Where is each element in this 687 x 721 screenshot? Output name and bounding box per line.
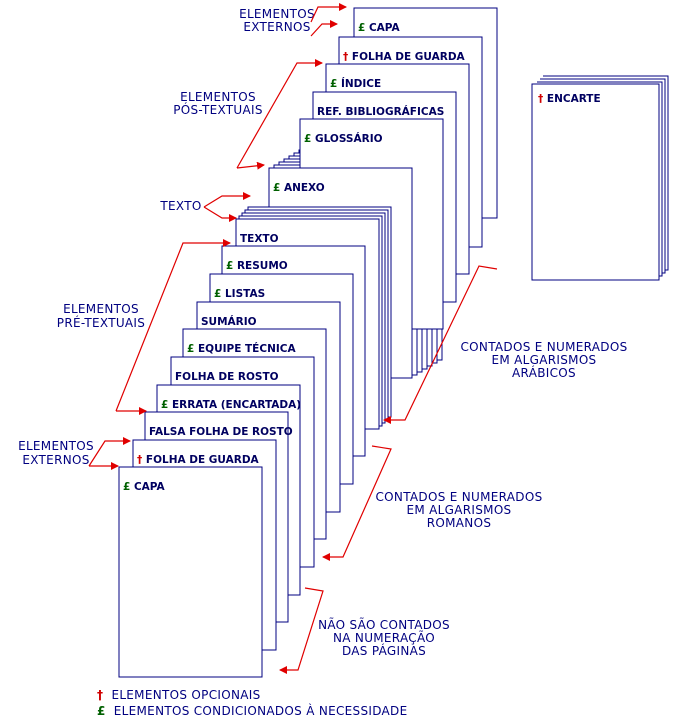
conditional-symbol-icon: £ bbox=[97, 704, 106, 718]
page-label: £ RESUMO bbox=[226, 260, 288, 272]
page-label: £ GLOSSÁRIO bbox=[304, 132, 383, 145]
legend-optional: † ELEMENTOS OPCIONAIS bbox=[97, 688, 261, 702]
svg-text:NÃO SÃO CONTADOS: NÃO SÃO CONTADOS bbox=[318, 617, 450, 632]
counting-label-roman: CONTADOS E NUMERADOS EM ALGARISMOS ROMAN… bbox=[376, 490, 543, 530]
page-capa-externa: £ CAPA bbox=[119, 467, 262, 677]
svg-text:DAS PÁGINAS: DAS PÁGINAS bbox=[342, 643, 426, 658]
svg-text:PRÉ-TEXTUAIS: PRÉ-TEXTUAIS bbox=[57, 315, 145, 330]
svg-text:EM ALGARISMOS: EM ALGARISMOS bbox=[492, 353, 597, 367]
optional-symbol-icon: † bbox=[538, 93, 543, 105]
conditional-symbol-icon: £ bbox=[273, 182, 280, 194]
conditional-symbol-icon: £ bbox=[161, 399, 168, 411]
page-label: FALSA FOLHA DE ROSTO bbox=[149, 426, 293, 438]
group-label-texto: TEXTO bbox=[159, 199, 201, 213]
page-label: £ CAPA bbox=[123, 481, 166, 493]
group-label-pre-textuais: ELEMENTOS PRÉ-TEXTUAIS bbox=[57, 302, 145, 330]
page-label: † FOLHA DE GUARDA bbox=[343, 51, 466, 63]
arrow-externos-folha-guarda bbox=[311, 24, 337, 36]
conditional-symbol-icon: £ bbox=[123, 481, 130, 493]
conditional-symbol-icon: £ bbox=[226, 260, 233, 272]
conditional-symbol-icon: £ bbox=[214, 288, 221, 300]
group-label-externos-bottom: ELEMENTOS EXTERNOS bbox=[18, 439, 94, 467]
page-label: £ LISTAS bbox=[214, 288, 265, 300]
legend-conditional: £ ELEMENTOS CONDICIONADOS À NECESSIDADE bbox=[97, 703, 407, 718]
page-label: SUMÁRIO bbox=[201, 315, 257, 328]
arrow-texto-bottom bbox=[204, 207, 236, 218]
arrow-externos-bottom-top bbox=[89, 441, 130, 466]
conditional-symbol-icon: £ bbox=[358, 22, 365, 34]
arrow-externos-capa bbox=[311, 7, 346, 22]
page-label: FOLHA DE ROSTO bbox=[175, 371, 279, 383]
svg-text:TEXTO: TEXTO bbox=[159, 199, 201, 213]
page-label: £ ÍNDICE bbox=[330, 77, 381, 90]
insert-label: † ENCARTE bbox=[538, 93, 601, 105]
page-label: £ CAPA bbox=[358, 22, 401, 34]
counting-label-not-counted: NÃO SÃO CONTADOS NA NUMERAÇÃO DAS PÁGINA… bbox=[318, 617, 450, 658]
svg-text:EM ALGARISMOS: EM ALGARISMOS bbox=[407, 503, 512, 517]
page-label: £ ANEXO bbox=[273, 182, 325, 194]
svg-text:NA NUMERAÇÃO: NA NUMERAÇÃO bbox=[333, 630, 435, 645]
page-label: REF. BIBLIOGRÁFICAS bbox=[317, 105, 444, 118]
page-label: TEXTO bbox=[240, 233, 279, 245]
svg-text:ELEMENTOS: ELEMENTOS bbox=[18, 439, 94, 453]
svg-text:CONTADOS E NUMERADOS: CONTADOS E NUMERADOS bbox=[461, 340, 628, 354]
arrow-texto-top bbox=[204, 196, 250, 207]
arrow-pos-textuais-bottom bbox=[237, 165, 264, 168]
conditional-symbol-icon: £ bbox=[187, 343, 194, 355]
group-label-externos-top: ELEMENTOS EXTERNOS bbox=[239, 7, 315, 34]
svg-text:ARÁBICOS: ARÁBICOS bbox=[512, 365, 576, 380]
svg-text:EXTERNOS: EXTERNOS bbox=[243, 20, 310, 34]
svg-text:EXTERNOS: EXTERNOS bbox=[22, 453, 89, 467]
svg-text:CONTADOS E NUMERADOS: CONTADOS E NUMERADOS bbox=[376, 490, 543, 504]
legend: † ELEMENTOS OPCIONAIS £ ELEMENTOS CONDIC… bbox=[97, 688, 407, 718]
svg-text:ROMANOS: ROMANOS bbox=[427, 516, 492, 530]
conditional-symbol-icon: £ bbox=[304, 133, 311, 145]
page-label: £ EQUIPE TÉCNICA bbox=[187, 342, 296, 355]
svg-text:PÓS-TEXTUAIS: PÓS-TEXTUAIS bbox=[173, 102, 263, 117]
page-label: £ ERRATA (ENCARTADA) bbox=[161, 399, 301, 411]
optional-symbol-icon: † bbox=[97, 688, 103, 702]
svg-text:ELEMENTOS: ELEMENTOS bbox=[239, 7, 315, 21]
conditional-symbol-icon: £ bbox=[330, 78, 337, 90]
page-label: † FOLHA DE GUARDA bbox=[137, 454, 260, 466]
svg-text:ELEMENTOS: ELEMENTOS bbox=[63, 302, 139, 316]
svg-text:ELEMENTOS: ELEMENTOS bbox=[180, 90, 256, 104]
insert-booklet: † ENCARTE bbox=[532, 76, 668, 280]
group-label-pos-textuais: ELEMENTOS PÓS-TEXTUAIS bbox=[173, 90, 263, 117]
counting-label-arabic: CONTADOS E NUMERADOS EM ALGARISMOS ARÁBI… bbox=[461, 340, 628, 380]
